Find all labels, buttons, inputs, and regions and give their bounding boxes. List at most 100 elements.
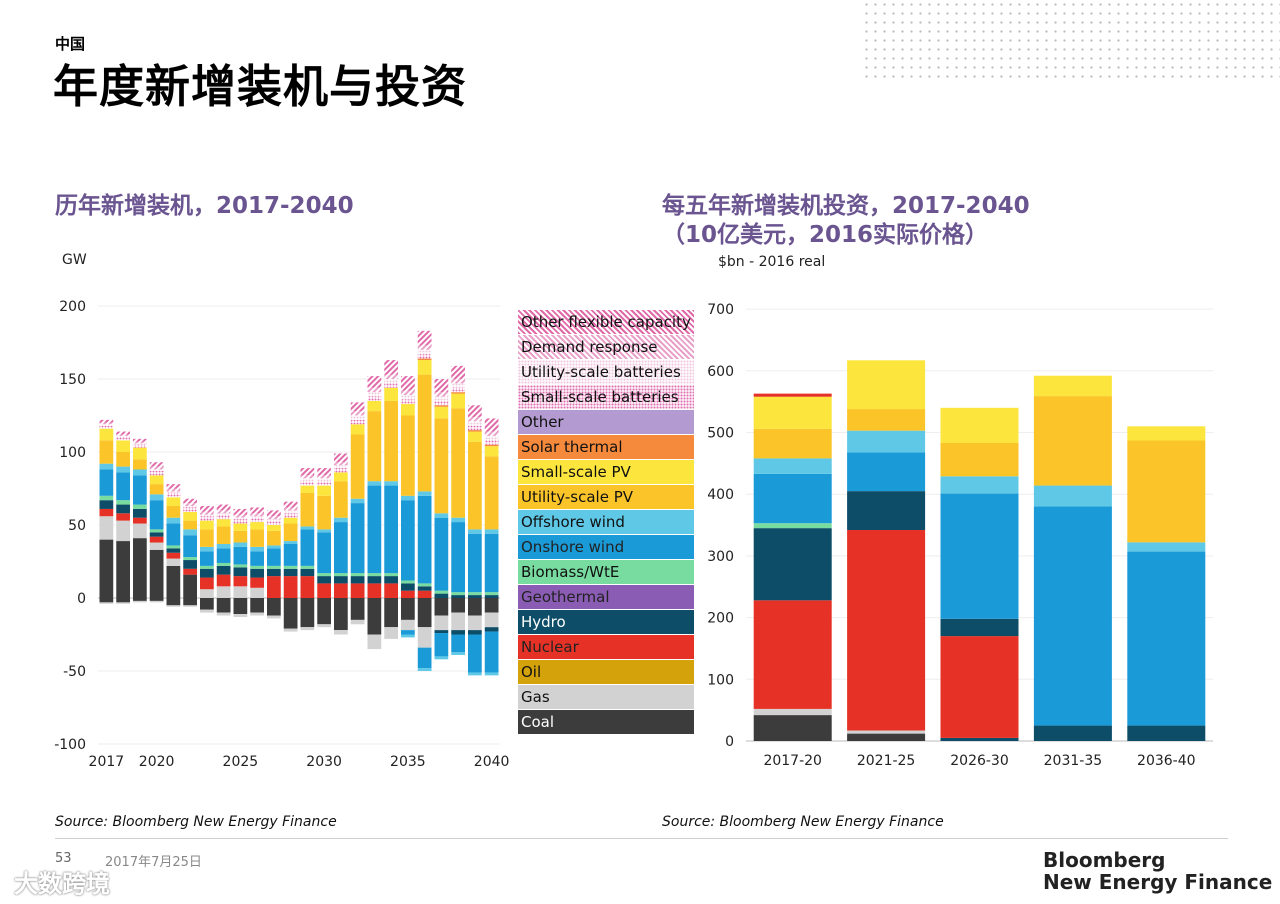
x-tick-label: 2017 — [89, 754, 125, 770]
bar-other-flexible-capacity-2034 — [384, 360, 398, 375]
bar-retire-coal-2040 — [484, 598, 499, 613]
bar-nuclear-2031 — [334, 583, 348, 598]
bar-nuclear-2033 — [367, 583, 382, 598]
bar-nuclear-2017 — [99, 508, 114, 517]
bar-retire-gas-2033 — [367, 634, 382, 650]
bar-gas-2021 — [166, 558, 181, 566]
bar-nuclear-2021-25 — [847, 529, 926, 731]
legend-label: Small-scale batteries — [521, 388, 679, 406]
bar-coal-2018 — [116, 541, 130, 598]
bar-hydro-2031-35 — [1033, 725, 1112, 741]
legend-label: Offshore wind — [521, 513, 625, 531]
x-tick-label: 2031-35 — [1044, 753, 1103, 769]
right-source-note: Source: Bloomberg New Energy Finance — [662, 814, 944, 830]
legend-label: Gas — [521, 688, 550, 706]
y-tick-label: 500 — [708, 426, 734, 442]
bar-hydro-2028 — [283, 568, 298, 577]
bar-demand-response-2032 — [350, 411, 365, 416]
bar-demand-response-2035 — [401, 390, 415, 396]
bar-onshore-wind-2029 — [300, 529, 315, 566]
bar-hydro-2024 — [216, 565, 231, 575]
y-tick-label: 100 — [708, 672, 734, 688]
bar-utility-scale-pv-2035 — [401, 415, 415, 496]
right-y-axis-unit: $bn - 2016 real — [718, 254, 826, 270]
brand-name: Bloomberg — [1043, 848, 1166, 872]
bar-retire-gas-2029 — [300, 627, 315, 631]
bar-other-flexible-capacity-2018 — [116, 431, 130, 435]
legend-label: Hydro — [521, 613, 566, 631]
x-tick-label: 2040 — [474, 754, 510, 770]
x-tick-label: 2020 — [139, 754, 175, 770]
legend-label: Other flexible capacity — [521, 313, 691, 331]
bar-biomass-wte-2031 — [334, 573, 348, 577]
bar-nuclear-2021 — [166, 552, 181, 559]
bar-utility-scale-batteries-2022 — [183, 506, 197, 508]
bar-retire-onshore-wind-2035 — [401, 630, 415, 635]
bar-small-scale-pv-2028 — [283, 517, 298, 524]
bar-biomass-wte-2038 — [451, 592, 465, 596]
bar-retire-gas-2022 — [183, 605, 197, 607]
bar-hydro-2017 — [99, 500, 114, 509]
bar-utility-scale-pv-2018 — [116, 452, 130, 467]
bar-small-scale-batteries-2028 — [283, 513, 298, 518]
bar-offshore-wind-2032 — [350, 498, 365, 504]
left-source-note: Source: Bloomberg New Energy Finance — [55, 814, 337, 830]
bar-small-scale-batteries-2022 — [183, 507, 197, 512]
bar-utility-scale-batteries-2021 — [166, 491, 181, 493]
bar-retire-hydro-2038 — [451, 630, 465, 635]
bar-hydro-2037 — [434, 593, 449, 598]
bar-other-flexible-capacity-2029 — [300, 468, 315, 476]
bar-retire-gas-2018 — [116, 602, 130, 604]
bar-small-scale-batteries-2024 — [216, 514, 231, 520]
bar-demand-response-2038 — [451, 379, 465, 384]
bar-small-scale-batteries-2025 — [233, 519, 248, 524]
bar-utility-scale-pv-2026 — [250, 529, 264, 547]
legend-item-solar-thermal: Solar thermal — [518, 435, 694, 459]
legend-item-coal: Coal — [518, 710, 694, 734]
legend-item-gas: Gas — [518, 685, 694, 709]
bar-hydro-2023 — [200, 568, 214, 578]
bar-small-scale-batteries-2023 — [200, 516, 214, 521]
bar-demand-response-2023 — [200, 511, 214, 515]
bar-retire-coal-2033 — [367, 598, 382, 635]
bar-offshore-wind-2019 — [133, 469, 147, 476]
bar-demand-response-2034 — [384, 374, 398, 379]
bar-small-scale-pv-2017-20 — [753, 396, 832, 429]
bar-retire-coal-2018 — [116, 598, 130, 603]
bar-small-scale-pv-2019 — [133, 447, 147, 460]
legend-item-small-scale-pv: Small-scale PV — [518, 460, 694, 484]
decorative-dot-grid — [862, 0, 1280, 80]
bar-retire-gas-2017 — [99, 602, 114, 604]
bar-hydro-2026 — [250, 568, 264, 578]
bar-nuclear-2023 — [200, 577, 214, 590]
x-tick-label: 2017-20 — [763, 753, 822, 769]
bar-biomass-wte-2028 — [283, 565, 298, 569]
bar-offshore-wind-2035 — [401, 495, 415, 501]
bar-utility-scale-batteries-2023 — [200, 514, 214, 517]
bar-gas-2017 — [99, 516, 114, 540]
bar-onshore-wind-2027 — [267, 548, 281, 566]
legend-label: Utility-scale batteries — [521, 363, 681, 381]
bar-onshore-wind-2026-30 — [940, 493, 1019, 619]
footer-date: 2017年7月25日 — [105, 855, 202, 870]
legend-item-other: Other — [518, 410, 694, 434]
bar-hydro-2039 — [468, 595, 482, 598]
bar-other-flexible-capacity-2026 — [250, 507, 264, 514]
bar-utility-scale-batteries-2034 — [384, 379, 398, 384]
bar-small-scale-pv-2033 — [367, 400, 382, 412]
bar-demand-response-2024 — [216, 510, 231, 514]
bar-demand-response-2028 — [283, 507, 298, 511]
bar-utility-scale-pv-2039 — [468, 441, 482, 530]
bar-offshore-wind-2026 — [250, 546, 264, 552]
legend-label: Small-scale PV — [521, 463, 631, 481]
bar-small-scale-batteries-2037 — [434, 400, 449, 406]
y-tick-label: -100 — [54, 737, 86, 753]
bar-utility-scale-pv-2026-30 — [940, 442, 1019, 477]
bar-small-scale-batteries-2027 — [267, 520, 281, 525]
bar-retire-gas-2036 — [417, 627, 432, 648]
bar-biomass-wte-2036 — [417, 583, 432, 587]
bar-retire-coal-2024 — [216, 598, 231, 613]
bar-utility-scale-pv-2028 — [283, 523, 298, 542]
y-tick-label: 400 — [708, 487, 734, 503]
bar-small-scale-pv-2037 — [434, 406, 449, 419]
